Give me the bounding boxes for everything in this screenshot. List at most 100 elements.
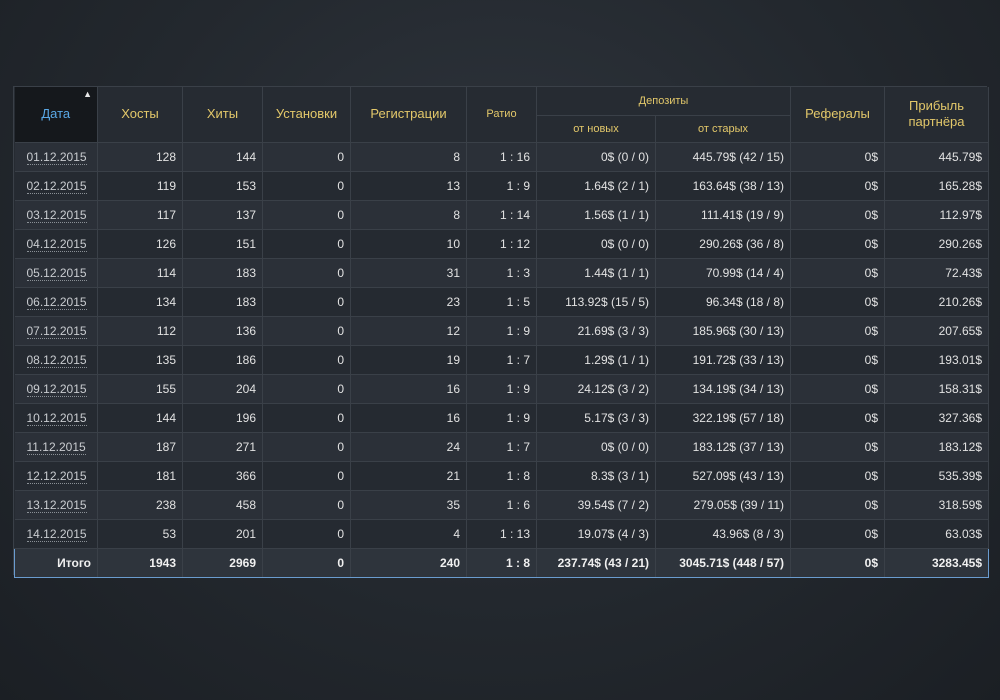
cell-date: 08.12.2015 — [14, 345, 98, 375]
date-link[interactable]: 02.12.2015 — [26, 178, 87, 194]
cell-date: 02.12.2015 — [14, 171, 98, 201]
cell-hits: 366 — [182, 461, 263, 491]
total-hosts: 1943 — [97, 547, 183, 578]
table-row: 11.12.2015 187 271 0 24 1 : 7 0$ (0 / 0) 183.12… — [14, 432, 989, 462]
cell-hits: 204 — [182, 374, 263, 404]
cell-deposits-new: 1.44$ (1 / 1) — [536, 258, 656, 288]
table-row: 05.12.2015 114 183 0 31 1 : 3 1.44$ (1 / 1) 70.… — [14, 258, 989, 288]
cell-date: 14.12.2015 — [14, 519, 98, 549]
cell-profit: 72.43$ — [884, 258, 989, 288]
date-link[interactable]: 07.12.2015 — [26, 323, 87, 339]
cell-installs: 0 — [262, 171, 351, 201]
date-link[interactable]: 11.12.2015 — [26, 439, 86, 455]
cell-installs: 0 — [262, 461, 351, 491]
cell-deposits-old: 279.05$ (39 / 11) — [655, 490, 791, 520]
cell-installs: 0 — [262, 519, 351, 549]
cell-installs: 0 — [262, 258, 351, 288]
table-row: 09.12.2015 155 204 0 16 1 : 9 24.12$ (3 / 2) 13… — [14, 374, 989, 404]
table-row: 03.12.2015 117 137 0 8 1 : 14 1.56$ (1 / 1) 111… — [14, 200, 989, 230]
header-ratio[interactable]: Ратио — [466, 87, 537, 143]
cell-ratio: 1 : 6 — [466, 490, 537, 520]
date-link[interactable]: 09.12.2015 — [26, 381, 87, 397]
cell-installs: 0 — [262, 490, 351, 520]
cell-deposits-new: 1.56$ (1 / 1) — [536, 200, 656, 230]
total-row: Итого 1943 2969 0 240 1 : 8 237.74$ (43 … — [14, 547, 989, 578]
cell-hosts: 128 — [97, 142, 183, 172]
cell-registrations: 24 — [350, 432, 467, 462]
cell-date: 06.12.2015 — [14, 287, 98, 317]
table-row: 02.12.2015 119 153 0 13 1 : 9 1.64$ (2 / 1) 163… — [14, 171, 989, 201]
header-date-label: Дата — [41, 106, 71, 122]
cell-hosts: 114 — [97, 258, 183, 288]
cell-profit: 210.26$ — [884, 287, 989, 317]
date-link[interactable]: 01.12.2015 — [26, 149, 87, 165]
cell-profit: 318.59$ — [884, 490, 989, 520]
cell-date: 04.12.2015 — [14, 229, 98, 259]
date-link[interactable]: 12.12.2015 — [26, 468, 87, 484]
header-deposits-new[interactable]: от новых — [536, 115, 656, 143]
table-row: 14.12.2015 53 201 0 4 1 : 13 19.07$ (4 / 3) 43.… — [14, 519, 989, 549]
cell-deposits-old: 70.99$ (14 / 4) — [655, 258, 791, 288]
cell-date: 11.12.2015 — [14, 432, 98, 462]
cell-deposits-new: 0$ (0 / 0) — [536, 142, 656, 172]
cell-deposits-old: 185.96$ (30 / 13) — [655, 316, 791, 346]
cell-profit: 290.26$ — [884, 229, 989, 259]
sort-asc-icon: ▲ — [83, 89, 92, 99]
cell-deposits-new: 0$ (0 / 0) — [536, 229, 656, 259]
cell-profit: 327.36$ — [884, 403, 989, 433]
cell-registrations: 13 — [350, 171, 467, 201]
header-hits[interactable]: Хиты — [182, 87, 263, 143]
cell-installs: 0 — [262, 345, 351, 375]
header-referrals[interactable]: Рефералы — [790, 87, 885, 143]
cell-date: 05.12.2015 — [14, 258, 98, 288]
header-installs[interactable]: Установки — [262, 87, 351, 143]
cell-profit: 193.01$ — [884, 345, 989, 375]
cell-profit: 445.79$ — [884, 142, 989, 172]
cell-profit: 112.97$ — [884, 200, 989, 230]
total-referrals: 0$ — [790, 547, 885, 578]
cell-installs: 0 — [262, 403, 351, 433]
date-link[interactable]: 05.12.2015 — [26, 265, 87, 281]
total-label: Итого — [14, 547, 98, 578]
date-link[interactable]: 06.12.2015 — [26, 294, 87, 310]
cell-referrals: 0$ — [790, 345, 885, 375]
cell-deposits-old: 96.34$ (18 / 8) — [655, 287, 791, 317]
cell-registrations: 19 — [350, 345, 467, 375]
cell-registrations: 16 — [350, 374, 467, 404]
total-ratio: 1 : 8 — [466, 547, 537, 578]
cell-hits: 201 — [182, 519, 263, 549]
date-link[interactable]: 14.12.2015 — [26, 526, 87, 542]
header-date[interactable]: ▲ Дата — [14, 87, 98, 143]
header-registrations[interactable]: Регистрации — [350, 87, 467, 143]
cell-installs: 0 — [262, 316, 351, 346]
header-profit[interactable]: Прибыль партнёра — [884, 87, 989, 143]
cell-ratio: 1 : 12 — [466, 229, 537, 259]
date-link[interactable]: 13.12.2015 — [26, 497, 87, 513]
cell-hits: 186 — [182, 345, 263, 375]
total-deposits-old: 3045.71$ (448 / 57) — [655, 547, 791, 578]
date-link[interactable]: 08.12.2015 — [26, 352, 87, 368]
cell-ratio: 1 : 8 — [466, 461, 537, 491]
cell-referrals: 0$ — [790, 229, 885, 259]
cell-profit: 207.65$ — [884, 316, 989, 346]
cell-date: 01.12.2015 — [14, 142, 98, 172]
cell-ratio: 1 : 7 — [466, 345, 537, 375]
header-deposits-old[interactable]: от старых — [655, 115, 791, 143]
cell-deposits-new: 39.54$ (7 / 2) — [536, 490, 656, 520]
cell-ratio: 1 : 9 — [466, 403, 537, 433]
cell-referrals: 0$ — [790, 461, 885, 491]
date-link[interactable]: 04.12.2015 — [26, 236, 87, 252]
cell-date: 13.12.2015 — [14, 490, 98, 520]
cell-deposits-new: 0$ (0 / 0) — [536, 432, 656, 462]
cell-deposits-old: 43.96$ (8 / 3) — [655, 519, 791, 549]
cell-deposits-new: 1.29$ (1 / 1) — [536, 345, 656, 375]
cell-ratio: 1 : 7 — [466, 432, 537, 462]
cell-profit: 183.12$ — [884, 432, 989, 462]
date-link[interactable]: 03.12.2015 — [26, 207, 87, 223]
cell-referrals: 0$ — [790, 287, 885, 317]
cell-date: 12.12.2015 — [14, 461, 98, 491]
date-link[interactable]: 10.12.2015 — [26, 410, 87, 426]
header-deposits: Депозиты — [536, 87, 791, 116]
header-hosts[interactable]: Хосты — [97, 87, 183, 143]
table-row: 06.12.2015 134 183 0 23 1 : 5 113.92$ (15 / 5)… — [14, 287, 989, 317]
